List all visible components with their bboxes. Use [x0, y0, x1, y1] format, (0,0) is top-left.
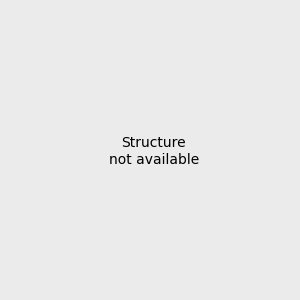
Text: Structure
not available: Structure not available	[109, 136, 199, 166]
